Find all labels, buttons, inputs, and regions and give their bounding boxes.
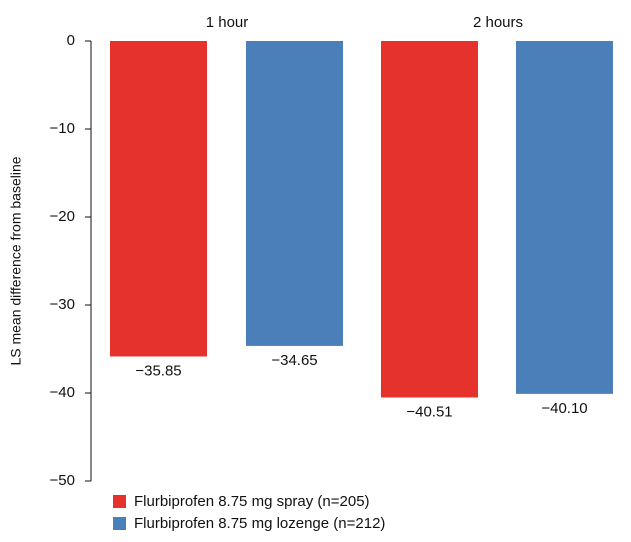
bar-value-label: −34.65 — [271, 352, 317, 369]
legend-swatch-spray — [113, 494, 126, 508]
bar-spray-2-hours — [381, 41, 478, 398]
legend-swatch-lozenge — [113, 516, 126, 530]
bar-value-label: −40.10 — [541, 400, 587, 417]
bar-lozenge-2-hours — [516, 41, 613, 394]
y-tick-label: −30 — [50, 296, 75, 313]
y-tick-label: −40 — [50, 384, 75, 401]
y-axis-label-group: LS mean difference from baseline — [8, 156, 24, 365]
bar-spray-1-hour — [110, 41, 207, 357]
value-labels: −35.85 −40.51 −34.65 −40.10 — [135, 352, 587, 421]
y-axis-ticks: 0 −10 −20 −30 −40 −50 — [50, 32, 91, 489]
y-tick-label: 0 — [67, 32, 75, 49]
bar-value-label: −35.85 — [135, 362, 181, 379]
category-label: 2 hours — [473, 14, 523, 31]
bar-lozenge-1-hour — [246, 41, 343, 346]
category-labels: 1 hour 2 hours — [206, 14, 523, 31]
legend-item-spray: Flurbiprofen 8.75 mg spray (n=205) — [113, 490, 385, 512]
bar-value-label: −40.51 — [406, 403, 452, 420]
legend-item-lozenge: Flurbiprofen 8.75 mg lozenge (n=212) — [113, 512, 385, 534]
legend-label-lozenge: Flurbiprofen 8.75 mg lozenge (n=212) — [134, 514, 386, 532]
y-tick-label: −20 — [50, 208, 75, 225]
y-axis-label: LS mean difference from baseline — [8, 156, 24, 365]
category-label: 1 hour — [206, 14, 249, 31]
legend: Flurbiprofen 8.75 mg spray (n=205) Flurb… — [113, 490, 385, 534]
legend-label-spray: Flurbiprofen 8.75 mg spray (n=205) — [134, 492, 370, 510]
y-tick-label: −50 — [50, 472, 75, 489]
bars — [110, 41, 613, 398]
y-tick-label: −10 — [50, 120, 75, 137]
